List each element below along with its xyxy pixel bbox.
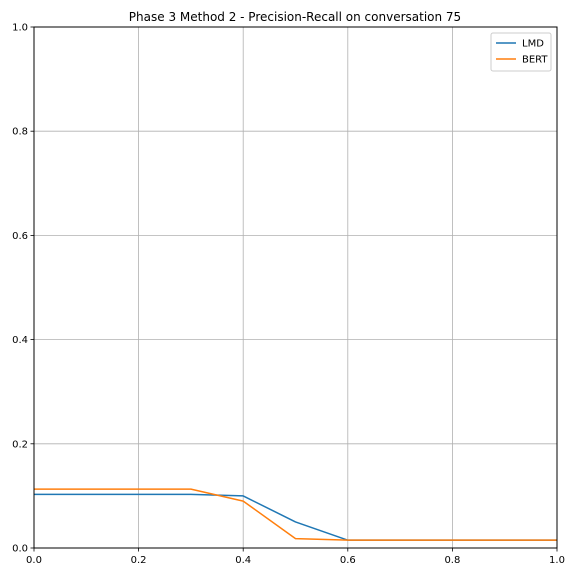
x-tick-label: 0.0 xyxy=(26,555,42,566)
series-layer xyxy=(34,488,557,541)
legend-label-bert: BERT xyxy=(522,55,548,66)
chart-title: Phase 3 Method 2 - Precision-Recall on c… xyxy=(129,10,461,24)
y-tick-label: 1.0 xyxy=(12,23,28,34)
x-tick-label: 0.8 xyxy=(444,555,460,566)
x-tick-label: 1.0 xyxy=(549,555,565,566)
y-tick-label: 0.8 xyxy=(12,127,28,138)
x-tick-label: 0.4 xyxy=(235,555,251,566)
plot-frame xyxy=(33,26,558,549)
x-tick-label: 0.6 xyxy=(340,555,356,566)
legend-label-lmd: LMD xyxy=(522,39,544,50)
y-tick-label: 0.6 xyxy=(12,231,28,242)
y-tick-label: 0.0 xyxy=(12,544,28,555)
axis-ticks: 0.0 0.2 0.4 0.6 0.8 1.0 0.0 0.2 0.4 0.6 0.8 1.0 xyxy=(12,23,565,567)
series-line-bert xyxy=(34,488,557,541)
x-tick-label: 0.2 xyxy=(131,555,147,566)
grid xyxy=(33,26,558,549)
y-tick-label: 0.4 xyxy=(12,335,28,346)
legend: LMD BERT xyxy=(490,32,552,72)
y-tick-label: 0.2 xyxy=(12,439,28,450)
